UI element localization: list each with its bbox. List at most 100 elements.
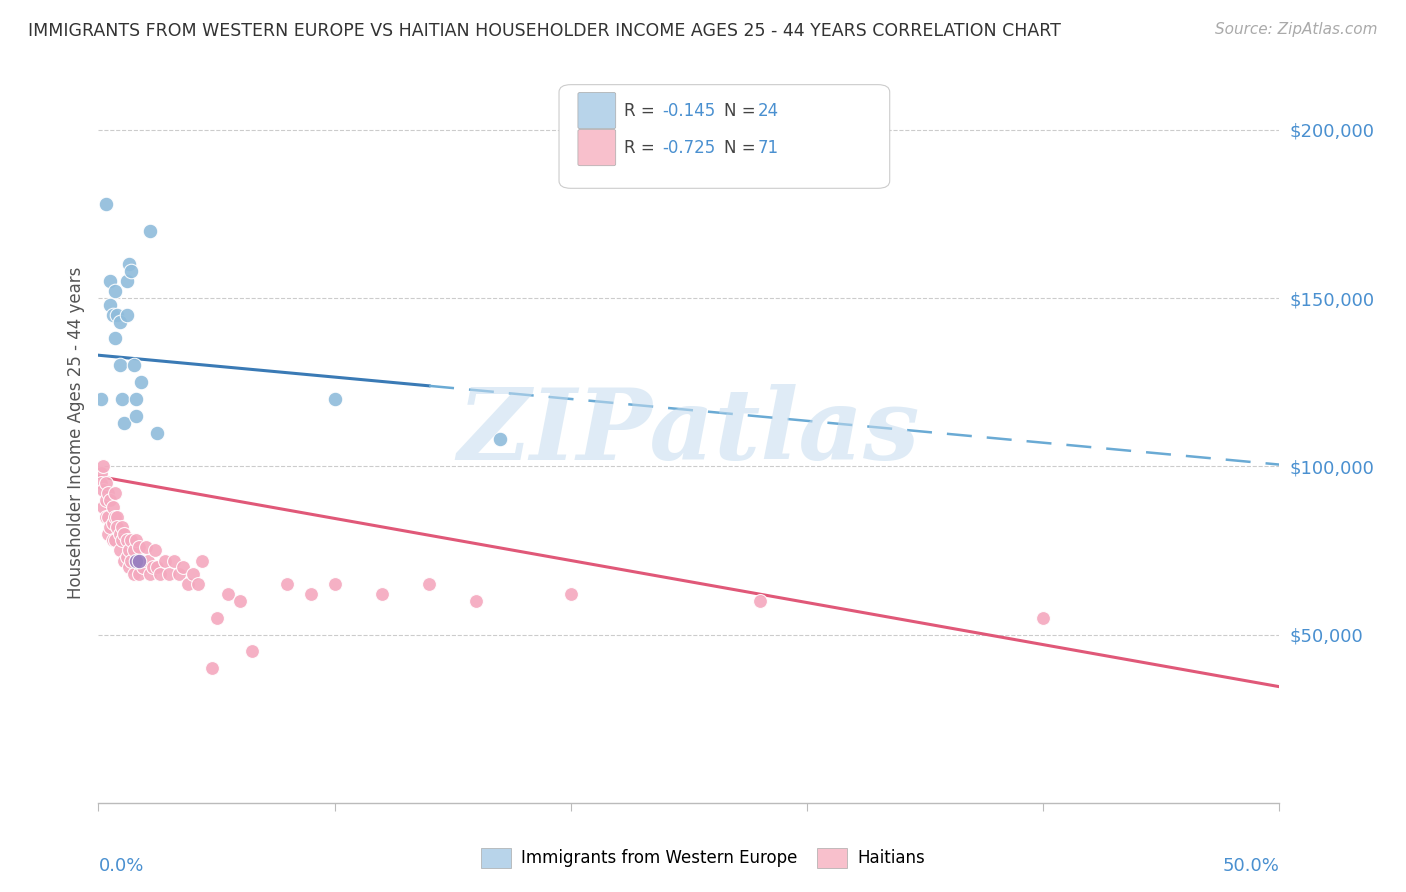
Text: N =: N =	[724, 102, 761, 120]
Text: Source: ZipAtlas.com: Source: ZipAtlas.com	[1215, 22, 1378, 37]
Point	[90, 476, 112, 491]
Point	[98, 492, 121, 507]
Text: R =: R =	[624, 102, 659, 120]
FancyBboxPatch shape	[578, 93, 616, 128]
Point	[97, 486, 120, 500]
Text: N =: N =	[724, 138, 761, 157]
Point	[90, 392, 112, 406]
Point	[90, 466, 112, 480]
Point	[104, 331, 127, 345]
Point	[98, 274, 121, 288]
Point	[163, 553, 186, 567]
Point	[104, 486, 127, 500]
Point	[1032, 610, 1054, 624]
Point	[129, 553, 152, 567]
Point	[299, 587, 322, 601]
Point	[101, 516, 124, 531]
Text: R =: R =	[624, 138, 659, 157]
Point	[229, 594, 252, 608]
Point	[149, 566, 172, 581]
Point	[191, 553, 214, 567]
Point	[128, 566, 150, 581]
Point	[172, 560, 194, 574]
Point	[94, 476, 117, 491]
Text: 50.0%: 50.0%	[1223, 856, 1279, 875]
Point	[121, 264, 143, 278]
Point	[489, 433, 512, 447]
Point	[115, 533, 138, 548]
Point	[139, 566, 162, 581]
Point	[121, 553, 143, 567]
Point	[142, 560, 165, 574]
Point	[167, 566, 190, 581]
Point	[108, 359, 131, 373]
Point	[112, 526, 135, 541]
Point	[157, 566, 180, 581]
Point	[101, 533, 124, 548]
Point	[115, 308, 138, 322]
Point	[146, 560, 169, 574]
Point	[146, 425, 169, 440]
Point	[97, 509, 120, 524]
Point	[125, 409, 148, 423]
Point	[94, 492, 117, 507]
Point	[98, 520, 121, 534]
Point	[112, 553, 135, 567]
FancyBboxPatch shape	[578, 129, 616, 166]
Point	[201, 661, 224, 675]
Text: -0.145: -0.145	[662, 102, 716, 120]
Point	[128, 553, 150, 567]
Point	[129, 375, 152, 389]
Point	[153, 553, 176, 567]
Point	[108, 526, 131, 541]
Point	[98, 298, 121, 312]
Point	[97, 526, 120, 541]
Point	[132, 560, 155, 574]
Point	[104, 509, 127, 524]
Point	[91, 500, 114, 514]
Point	[560, 587, 582, 601]
Point	[143, 543, 166, 558]
Y-axis label: Householder Income Ages 25 - 44 years: Householder Income Ages 25 - 44 years	[66, 267, 84, 599]
Point	[371, 587, 394, 601]
Point	[748, 594, 770, 608]
Point	[177, 577, 200, 591]
Point	[94, 196, 117, 211]
Point	[128, 540, 150, 554]
Point	[122, 566, 145, 581]
Point	[181, 566, 204, 581]
Point	[118, 257, 141, 271]
FancyBboxPatch shape	[560, 85, 890, 188]
Point	[111, 520, 134, 534]
Point	[136, 553, 159, 567]
Text: ZIPatlas: ZIPatlas	[458, 384, 920, 481]
Point	[240, 644, 263, 658]
Text: -0.725: -0.725	[662, 138, 716, 157]
Point	[125, 553, 148, 567]
Point	[125, 392, 148, 406]
Point	[115, 274, 138, 288]
Point	[118, 543, 141, 558]
Point	[465, 594, 488, 608]
Point	[101, 500, 124, 514]
Point	[118, 560, 141, 574]
Text: 71: 71	[758, 138, 779, 157]
Point	[135, 540, 157, 554]
Point	[112, 416, 135, 430]
Point	[101, 308, 124, 322]
Point	[105, 520, 128, 534]
Point	[125, 553, 148, 567]
Point	[91, 483, 114, 497]
Point	[105, 308, 128, 322]
Text: IMMIGRANTS FROM WESTERN EUROPE VS HAITIAN HOUSEHOLDER INCOME AGES 25 - 44 YEARS : IMMIGRANTS FROM WESTERN EUROPE VS HAITIA…	[28, 22, 1062, 40]
Point	[187, 577, 209, 591]
Point	[125, 533, 148, 548]
Point	[94, 509, 117, 524]
Point	[276, 577, 298, 591]
Legend: Immigrants from Western Europe, Haitians: Immigrants from Western Europe, Haitians	[474, 841, 932, 875]
Text: 24: 24	[758, 102, 779, 120]
Point	[205, 610, 228, 624]
Point	[104, 533, 127, 548]
Point	[139, 224, 162, 238]
Point	[108, 543, 131, 558]
